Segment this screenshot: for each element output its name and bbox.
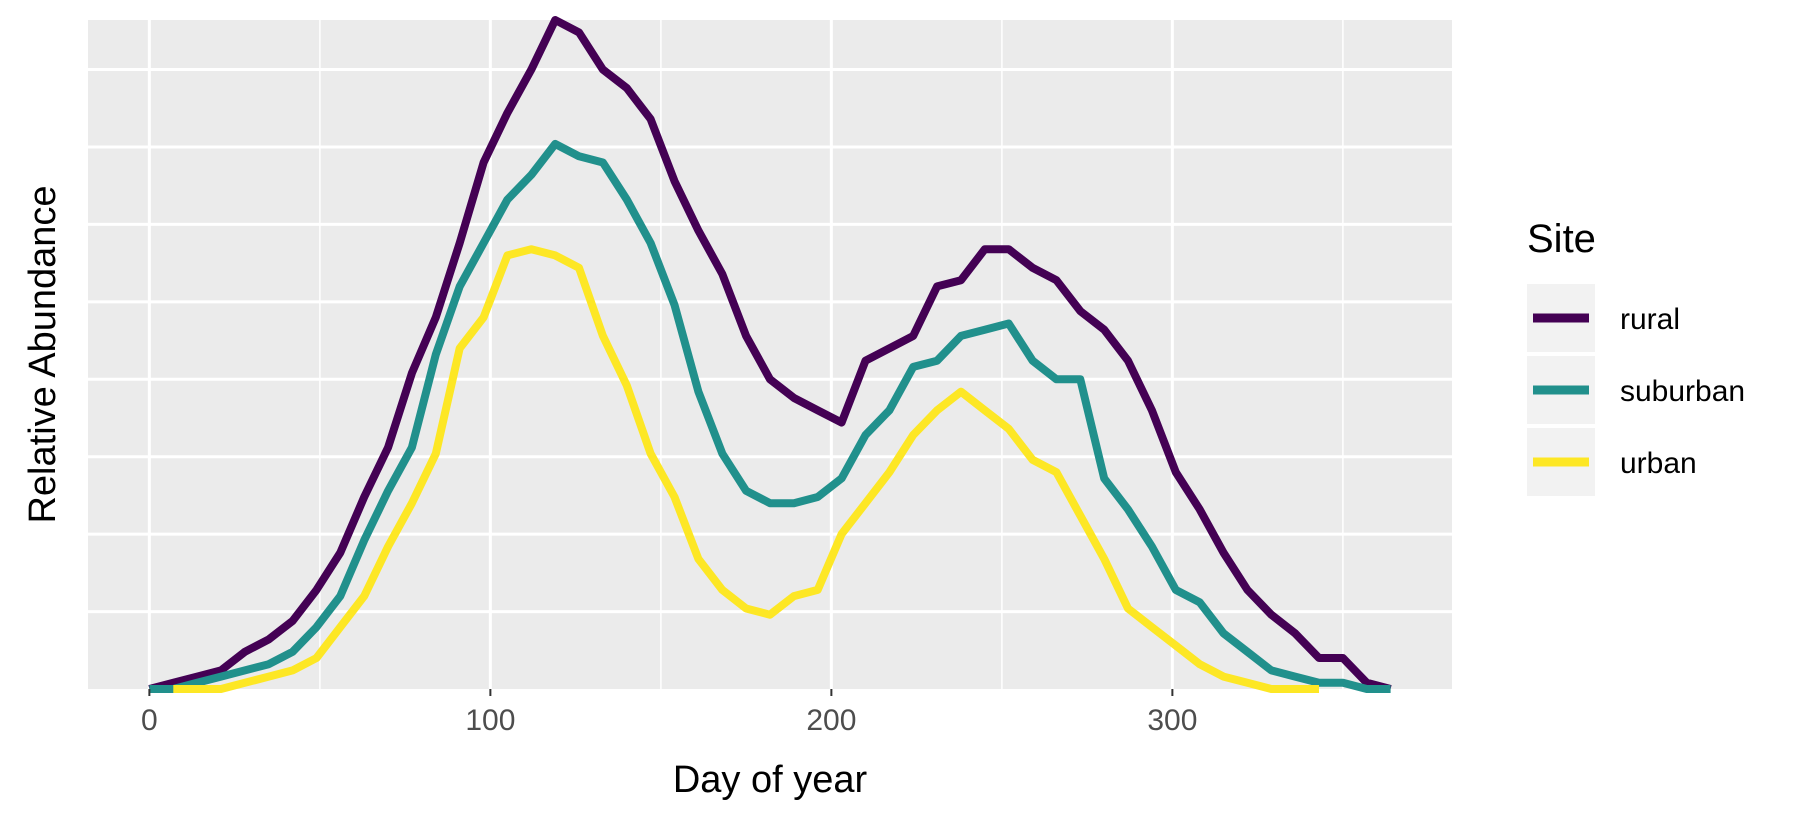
legend: Site rural suburban urban (1527, 217, 1745, 496)
series-line-suburban (149, 139, 1391, 693)
plot-panel (88, 20, 1452, 689)
series-line-rural (148, 16, 1392, 693)
x-tick-label: 300 (1147, 704, 1197, 737)
major-gridlines (88, 20, 1452, 689)
x-axis-ticks: 0 100 200 300 (141, 689, 1197, 737)
legend-title: Site (1527, 217, 1596, 261)
x-tick-label: 100 (465, 704, 515, 737)
x-axis-title: Day of year (673, 759, 868, 801)
legend-label-suburban: suburban (1620, 375, 1745, 408)
x-tick-label: 200 (806, 704, 856, 737)
legend-label-rural: rural (1620, 303, 1680, 336)
legend-items: rural suburban urban (1527, 284, 1745, 496)
series-lines (148, 16, 1392, 693)
legend-label-urban: urban (1620, 447, 1697, 480)
x-tick-label: 0 (141, 704, 158, 737)
y-axis-title: Relative Abundance (22, 185, 64, 523)
series-line-urban (173, 245, 1319, 693)
